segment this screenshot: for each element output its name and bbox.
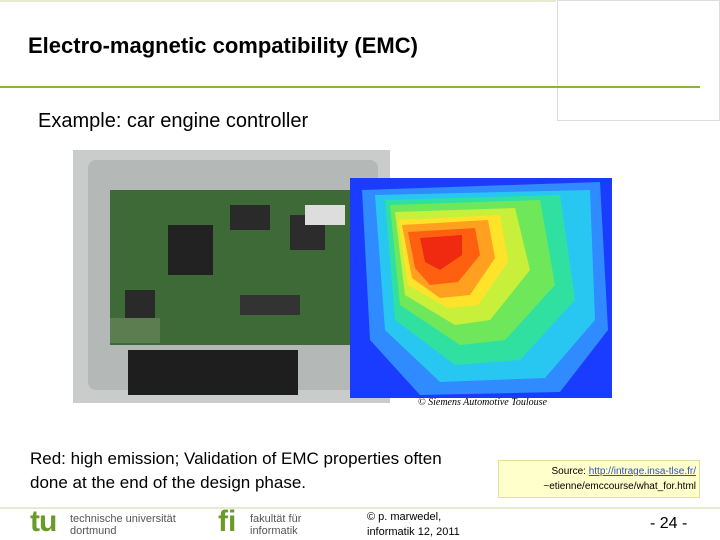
source-box [498,460,700,498]
university-line: dortmund [70,525,117,537]
faculty-line: fakultät für [250,513,302,525]
source-link[interactable]: ~etienne/emccourse/what_for.html [543,481,696,492]
fi-logo: fi [218,505,237,538]
source-link[interactable]: http://intrage.insa-tlse.fr/ [588,466,696,477]
author: © p. marwedel, informatik 12, 2011 [367,510,460,540]
page-number: - 24 - [650,515,688,532]
faculty-line: informatik [250,525,298,537]
image-credit: © Siemens Automotive Toulouse [418,397,547,408]
author-line: © p. marwedel, [367,511,442,523]
emission-map [350,178,612,398]
faculty: fakultät für informatik [250,513,301,537]
corner-box [557,0,720,121]
slide-title: Electro-magnetic compatibility (EMC) [28,33,418,58]
university: technische universität dortmund [70,513,176,537]
subtitle: Example: car engine controller [38,110,309,132]
tu-logo: tu [30,505,57,538]
pcb-photo [73,150,390,403]
source-label: Source: [551,466,586,477]
caption: Red: high emission; Validation of EMC pr… [30,449,442,492]
source: Source: http://intrage.insa-tlse.fr/ ~et… [500,464,696,494]
university-line: technische universität [70,513,176,525]
author-line: informatik 12, 2011 [367,526,460,538]
